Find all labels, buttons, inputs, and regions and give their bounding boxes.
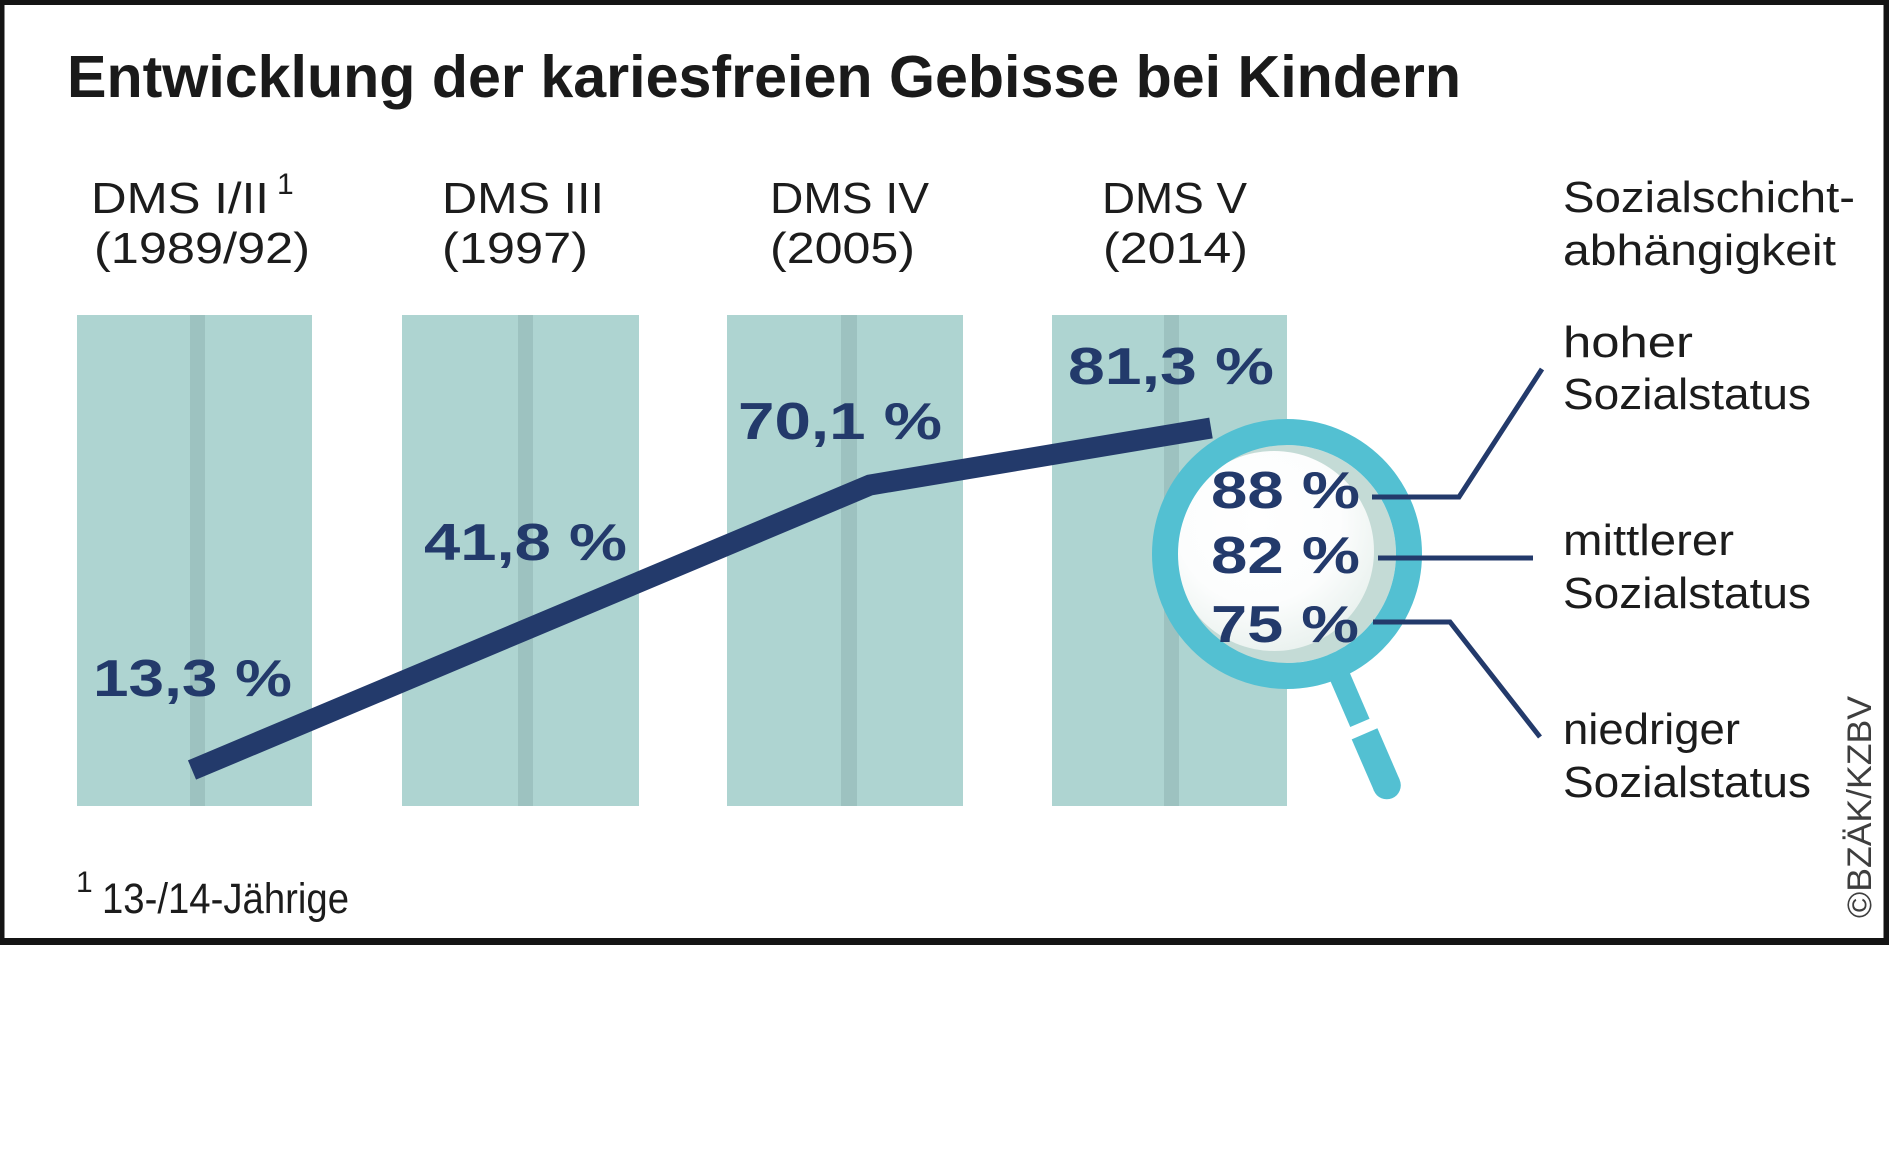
svg-text:1: 1 (76, 866, 93, 899)
svg-text:DMS IV: DMS IV (770, 174, 930, 223)
svg-text:(2014): (2014) (1103, 224, 1248, 273)
svg-text:13-/14-Jährige: 13-/14-Jährige (102, 875, 349, 923)
svg-text:Sozialstatus: Sozialstatus (1563, 758, 1811, 807)
svg-text:(1997): (1997) (442, 224, 588, 273)
svg-text:Sozialstatus: Sozialstatus (1563, 569, 1811, 618)
svg-text:DMS I/II: DMS I/II (91, 174, 269, 223)
svg-text:abhängigkeit: abhängigkeit (1563, 226, 1836, 275)
svg-text:88 %: 88 % (1211, 462, 1360, 520)
svg-text:1: 1 (277, 168, 294, 201)
svg-text:Sozialschicht-: Sozialschicht- (1563, 173, 1855, 222)
svg-text:81,3 %: 81,3 % (1068, 338, 1274, 396)
svg-text:hoher: hoher (1563, 318, 1693, 367)
svg-text:niedriger: niedriger (1563, 705, 1740, 754)
svg-text:mittlerer: mittlerer (1563, 516, 1734, 565)
svg-text:Entwicklung der kariesfreien G: Entwicklung der kariesfreien Gebisse bei… (67, 44, 1461, 110)
svg-text:DMS V: DMS V (1102, 174, 1248, 223)
svg-text:(1989/92): (1989/92) (94, 224, 310, 273)
svg-text:41,8 %: 41,8 % (424, 514, 627, 572)
svg-text:(2005): (2005) (770, 224, 915, 273)
svg-text:13,3 %: 13,3 % (93, 650, 292, 708)
svg-text:Sozialstatus: Sozialstatus (1563, 370, 1811, 419)
svg-text:©BZÄK/KZBV: ©BZÄK/KZBV (1841, 696, 1879, 918)
svg-text:70,1 %: 70,1 % (738, 393, 942, 451)
svg-text:DMS III: DMS III (442, 174, 604, 223)
svg-text:82 %: 82 % (1211, 527, 1360, 585)
svg-text:75 %: 75 % (1211, 596, 1359, 654)
